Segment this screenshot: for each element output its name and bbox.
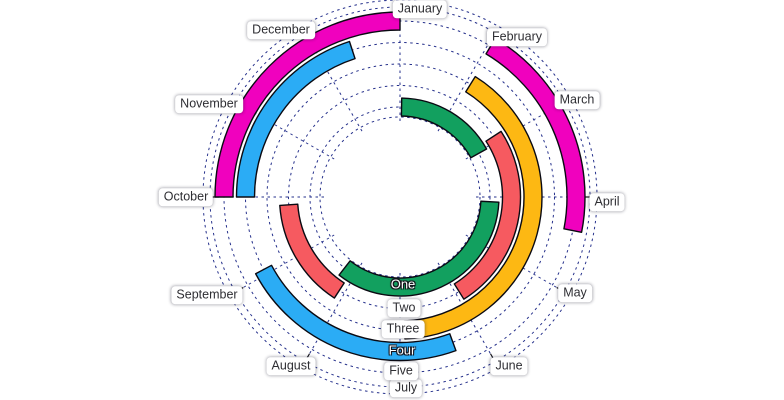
arc-three-segment-1[interactable]	[403, 75, 543, 340]
arc-two-segment-1[interactable]	[453, 130, 522, 300]
arc-two-segment-2[interactable]	[279, 203, 345, 299]
month-tick-may	[556, 286, 565, 293]
grid-spoke-december	[304, 32, 363, 132]
month-tick-september	[235, 286, 244, 293]
arc-four-segment-2[interactable]	[235, 40, 356, 198]
arc-five-segment-2[interactable]	[485, 37, 586, 233]
grid-spoke-september	[235, 234, 335, 293]
arc-series	[214, 11, 586, 362]
month-tick-june	[489, 353, 496, 362]
month-tick-august	[304, 353, 311, 362]
arc-one-segment-2[interactable]	[338, 200, 500, 297]
arc-four-segment-1[interactable]	[254, 264, 457, 362]
grid-spoke-november	[235, 101, 335, 160]
arc-one-segment-1[interactable]	[400, 97, 488, 159]
grid-circle	[319, 116, 481, 278]
